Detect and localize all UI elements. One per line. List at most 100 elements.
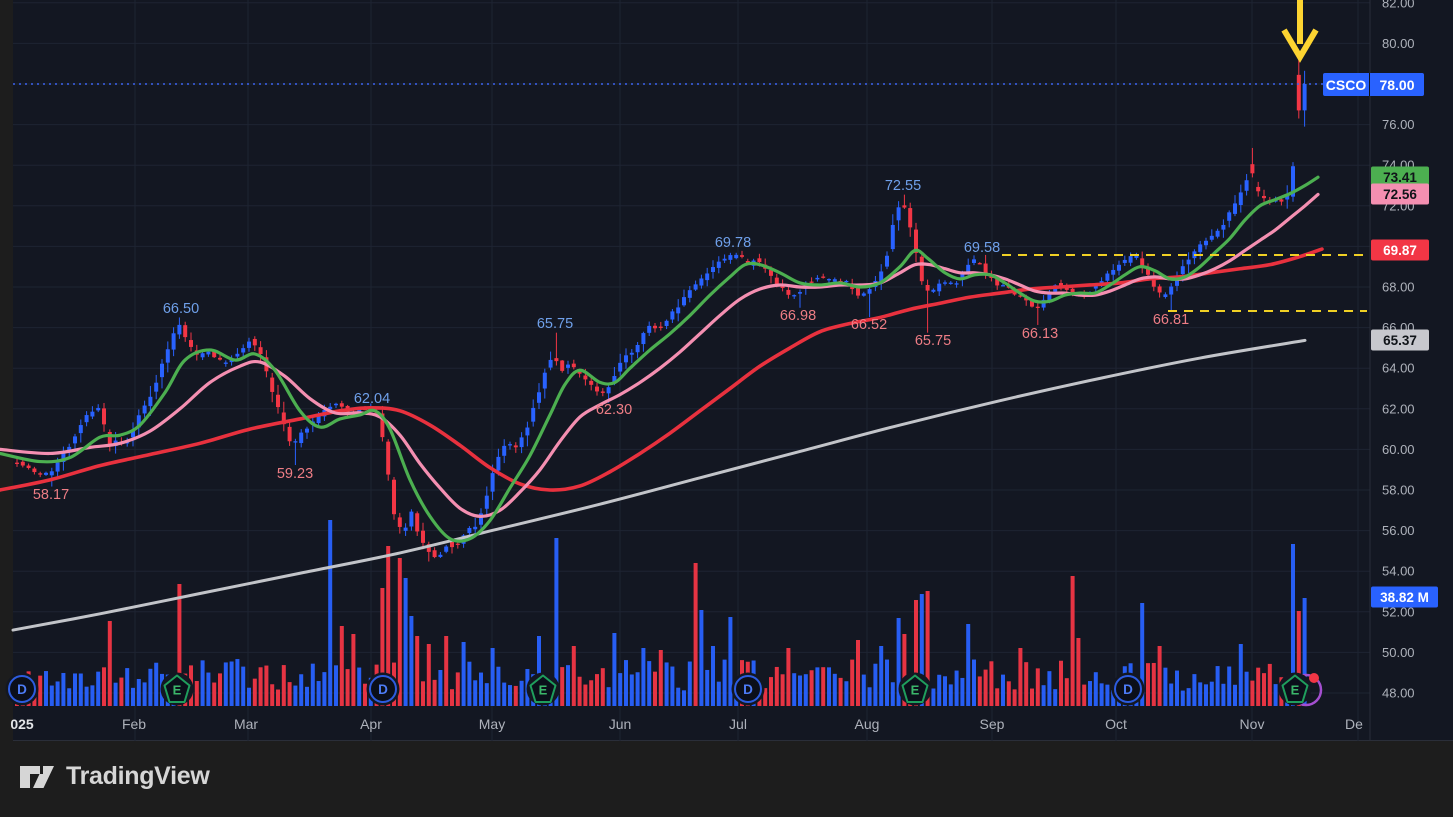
- candle-body: [1175, 276, 1179, 286]
- time-tick-label: Oct: [1105, 716, 1127, 732]
- volume-bar: [276, 689, 280, 706]
- candle-body: [1169, 286, 1174, 295]
- candle-body: [177, 324, 182, 335]
- earnings-badge[interactable]: E: [898, 672, 932, 706]
- candle-body: [136, 415, 141, 428]
- candle-body: [856, 287, 860, 296]
- time-axis[interactable]: 025 Feb Mar Apr May Jun Jul Aug Sep Oct Nov De: [10, 716, 1363, 732]
- dividend-circle-icon: [1114, 675, 1142, 703]
- volume-bar: [142, 682, 147, 706]
- candle-body: [421, 530, 425, 543]
- volume-bar: [119, 677, 124, 706]
- volume-bar: [676, 687, 681, 706]
- price-tick-label: 58.00: [1382, 483, 1415, 498]
- volume-bar: [809, 670, 814, 706]
- candle-body: [32, 468, 37, 473]
- time-tick-label: Apr: [360, 716, 382, 732]
- candle-body: [1047, 292, 1052, 302]
- candle-body: [1256, 186, 1261, 192]
- candle-body: [328, 406, 333, 410]
- candle-body: [513, 445, 518, 448]
- dividend-badge[interactable]: D: [1111, 672, 1145, 706]
- candle-body: [102, 408, 106, 425]
- earnings-badge[interactable]: E: [526, 672, 560, 706]
- volume-bar: [629, 674, 634, 706]
- volume-bar: [838, 677, 843, 706]
- price-chart-canvas[interactable]: 58.17 66.50 59.23 62.04 65.75 62.30 69.78 66.98…: [0, 0, 1453, 741]
- price-tick-label: 80.00: [1382, 36, 1415, 51]
- tradingview-logo[interactable]: TradingView: [19, 762, 210, 791]
- price-tick-label: 56.00: [1382, 523, 1415, 538]
- candle-body: [809, 281, 814, 283]
- candle-body: [1146, 267, 1150, 275]
- volume-bar: [432, 679, 437, 706]
- volume-bar: [803, 674, 808, 706]
- candle-body: [832, 279, 837, 282]
- volume-bar: [711, 646, 715, 706]
- volume-bar: [310, 663, 315, 706]
- volume-bar: [699, 610, 704, 706]
- volume-bar: [281, 665, 286, 706]
- volume-bar: [206, 672, 211, 706]
- candle-body: [566, 364, 570, 368]
- candle-body: [1186, 259, 1191, 265]
- time-tick-label: Jul: [729, 716, 747, 732]
- candle-body: [1041, 299, 1046, 308]
- price-tick-label: 50.00: [1382, 645, 1415, 660]
- volume-bar: [450, 689, 454, 706]
- price-tick-label: 62.00: [1382, 401, 1415, 416]
- earnings-badge[interactable]: E: [1278, 672, 1323, 707]
- volume-bar: [1140, 603, 1145, 706]
- volume-bar: [1215, 666, 1220, 706]
- candle-body: [542, 372, 547, 389]
- scale-label-box: [1371, 239, 1429, 261]
- volume-bar: [1175, 670, 1179, 706]
- volume-bar: [519, 680, 524, 706]
- volume-bar: [902, 634, 907, 706]
- candle-body: [1221, 224, 1226, 230]
- candle-body: [1296, 74, 1301, 111]
- candle-body: [397, 517, 402, 527]
- candle-body: [1128, 256, 1133, 263]
- candle-body: [525, 427, 530, 436]
- volume-bar: [890, 682, 895, 706]
- dividend-badge[interactable]: D: [366, 672, 400, 706]
- dividend-badge[interactable]: D: [731, 672, 765, 706]
- candle-body: [1204, 240, 1208, 246]
- candle-body: [612, 376, 617, 384]
- candle-body: [281, 412, 286, 425]
- volume-bar: [867, 687, 872, 706]
- candle-body: [653, 325, 657, 329]
- volume-bar: [148, 668, 153, 706]
- ma-mid-pink: [0, 192, 1320, 518]
- tradingview-logo-icon: [20, 765, 54, 788]
- down-arrow-annotation[interactable]: [1281, 0, 1319, 63]
- volume-bar: [780, 674, 785, 706]
- candle-body: [943, 282, 947, 284]
- volume-bar: [125, 668, 130, 706]
- candle-body: [142, 405, 147, 414]
- volume-bar: [131, 687, 135, 706]
- dividend-badge[interactable]: D: [5, 672, 39, 706]
- volume-bar: [61, 672, 66, 706]
- volume-bar: [49, 685, 54, 706]
- volume-bar: [44, 671, 48, 706]
- volume-bar: [972, 659, 976, 706]
- volume-bar: [670, 666, 675, 706]
- volume-bar: [983, 669, 988, 706]
- candle-body: [426, 544, 431, 552]
- candle-body: [798, 292, 802, 294]
- earnings-badge[interactable]: E: [160, 672, 194, 706]
- volume-bar: [1041, 685, 1046, 706]
- volume-bar: [977, 676, 982, 706]
- candle-body: [1093, 285, 1098, 289]
- earnings-pentagon-icon: [1281, 674, 1309, 703]
- swing-low-label: 65.75: [915, 333, 951, 349]
- volume-bar: [334, 665, 338, 706]
- candle-body: [49, 471, 54, 476]
- volume-bar: [461, 642, 466, 706]
- candle-body: [67, 446, 72, 452]
- volume-bar: [1244, 671, 1249, 706]
- earnings-letter: E: [539, 683, 548, 698]
